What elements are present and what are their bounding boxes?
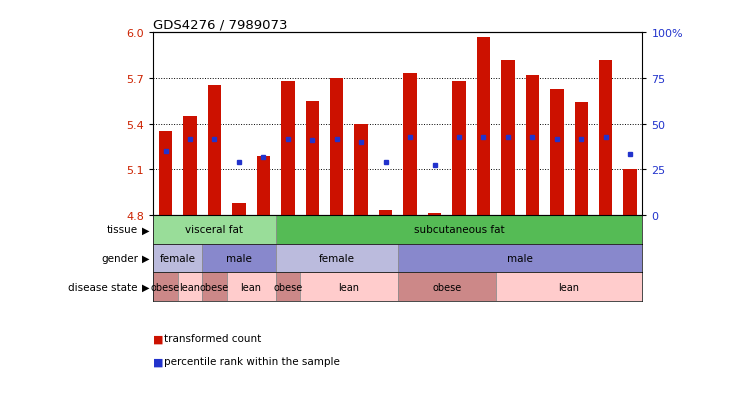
Bar [276, 216, 642, 244]
Bar [428, 214, 441, 216]
Text: ▶: ▶ [142, 225, 150, 235]
Bar [153, 244, 202, 273]
Bar [306, 102, 319, 216]
Text: gender: gender [101, 254, 138, 263]
Bar [496, 273, 642, 301]
Text: male: male [226, 254, 252, 263]
Bar [550, 89, 564, 216]
Text: lean: lean [241, 282, 261, 292]
Bar [183, 116, 196, 216]
Text: ▶: ▶ [142, 282, 150, 292]
Bar [177, 273, 202, 301]
Bar [300, 273, 398, 301]
Text: ■: ■ [153, 334, 164, 344]
Bar [281, 82, 294, 216]
Text: obese: obese [200, 282, 229, 292]
Text: lean: lean [180, 282, 201, 292]
Bar [526, 76, 539, 216]
Bar [276, 273, 300, 301]
Text: ■: ■ [153, 356, 164, 366]
Bar [575, 103, 588, 216]
Text: tissue: tissue [107, 225, 138, 235]
Bar [404, 74, 417, 216]
Text: obese: obese [151, 282, 180, 292]
Bar [276, 244, 398, 273]
Text: percentile rank within the sample: percentile rank within the sample [164, 356, 340, 366]
Bar [599, 60, 612, 216]
Text: ▶: ▶ [142, 254, 150, 263]
Bar [398, 273, 496, 301]
Bar [257, 156, 270, 216]
Bar [453, 82, 466, 216]
Bar [330, 78, 343, 216]
Bar [379, 211, 392, 216]
Bar [153, 273, 178, 301]
Text: male: male [507, 254, 533, 263]
Text: obese: obese [273, 282, 302, 292]
Text: visceral fat: visceral fat [185, 225, 243, 235]
Bar [502, 60, 515, 216]
Bar [623, 170, 637, 216]
Text: lean: lean [339, 282, 359, 292]
Text: GDS4276 / 7989073: GDS4276 / 7989073 [153, 19, 288, 32]
Text: obese: obese [432, 282, 461, 292]
Bar [232, 203, 245, 216]
Text: female: female [319, 254, 355, 263]
Text: transformed count: transformed count [164, 334, 261, 344]
Bar [226, 273, 276, 301]
Bar [398, 244, 642, 273]
Bar [159, 132, 172, 216]
Bar [208, 86, 221, 216]
Bar [153, 216, 276, 244]
Bar [355, 124, 368, 216]
Bar [202, 273, 226, 301]
Text: subcutaneous fat: subcutaneous fat [414, 225, 504, 235]
Text: lean: lean [558, 282, 580, 292]
Text: female: female [160, 254, 196, 263]
Bar [202, 244, 276, 273]
Text: disease state: disease state [69, 282, 138, 292]
Bar [477, 38, 490, 216]
